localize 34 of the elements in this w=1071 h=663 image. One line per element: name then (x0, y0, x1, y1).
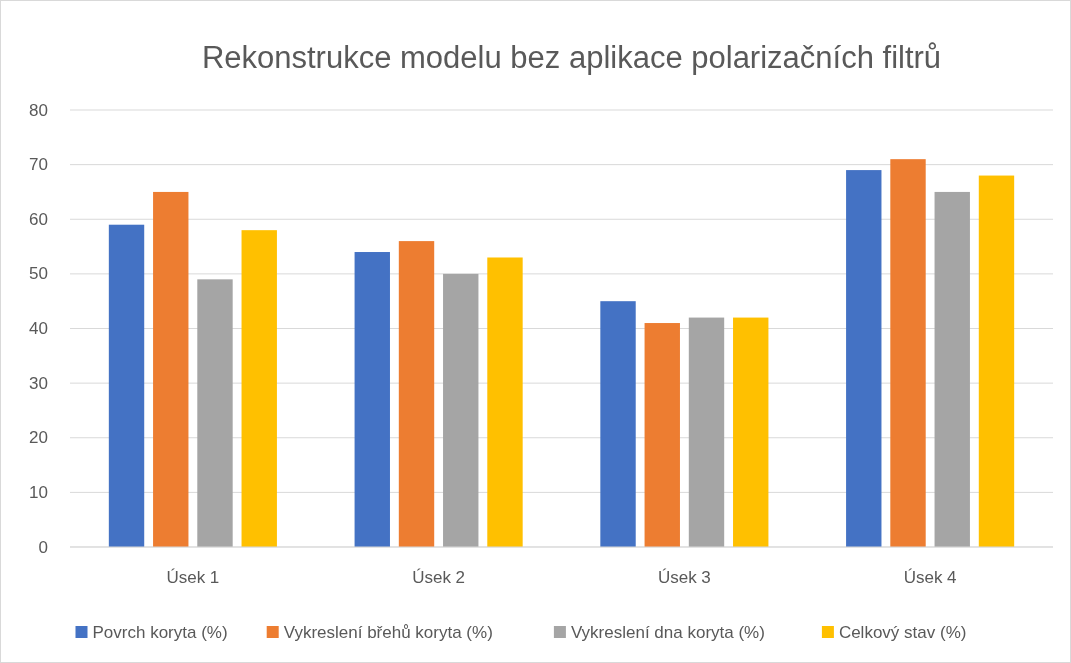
legend-label: Vykreslení dna koryta (%) (570, 622, 765, 642)
bar (600, 301, 636, 547)
y-tick-label: 70 (29, 155, 48, 175)
bar (108, 224, 145, 547)
bar (644, 323, 680, 547)
x-tick-label: Úsek 2 (412, 567, 466, 587)
bar (890, 159, 926, 547)
legend-label: Vykreslení břehů koryta (%) (283, 622, 493, 642)
bar (443, 273, 479, 547)
y-tick-label: 80 (29, 100, 48, 120)
y-tick-label: 0 (38, 537, 48, 557)
x-tick-label: Úsek 4 (903, 567, 957, 587)
x-tick-label: Úsek 3 (657, 567, 711, 587)
y-tick-label: 40 (29, 319, 48, 338)
bar (398, 241, 435, 547)
bar (934, 191, 970, 547)
y-tick-label: 10 (29, 482, 48, 502)
y-tick-label: 60 (29, 209, 48, 229)
bar (241, 230, 277, 547)
bar (354, 252, 390, 547)
bar (487, 257, 523, 547)
bar (688, 317, 725, 547)
y-tick-label: 20 (29, 428, 48, 448)
chart-title: Rekonstrukce modelu bez aplikace polarizačních filtrů (201, 39, 942, 75)
bar (846, 170, 882, 547)
y-tick-label: 50 (29, 264, 48, 284)
bar (197, 279, 233, 547)
legend-label: Celkový stav (%) (838, 622, 967, 642)
legend-label: Povrch koryta (%) (92, 622, 228, 642)
x-tick-label: Úsek 1 (166, 567, 220, 587)
y-tick-label: 30 (29, 373, 48, 393)
bar (733, 317, 769, 547)
bar (978, 175, 1015, 547)
bar (153, 191, 189, 547)
